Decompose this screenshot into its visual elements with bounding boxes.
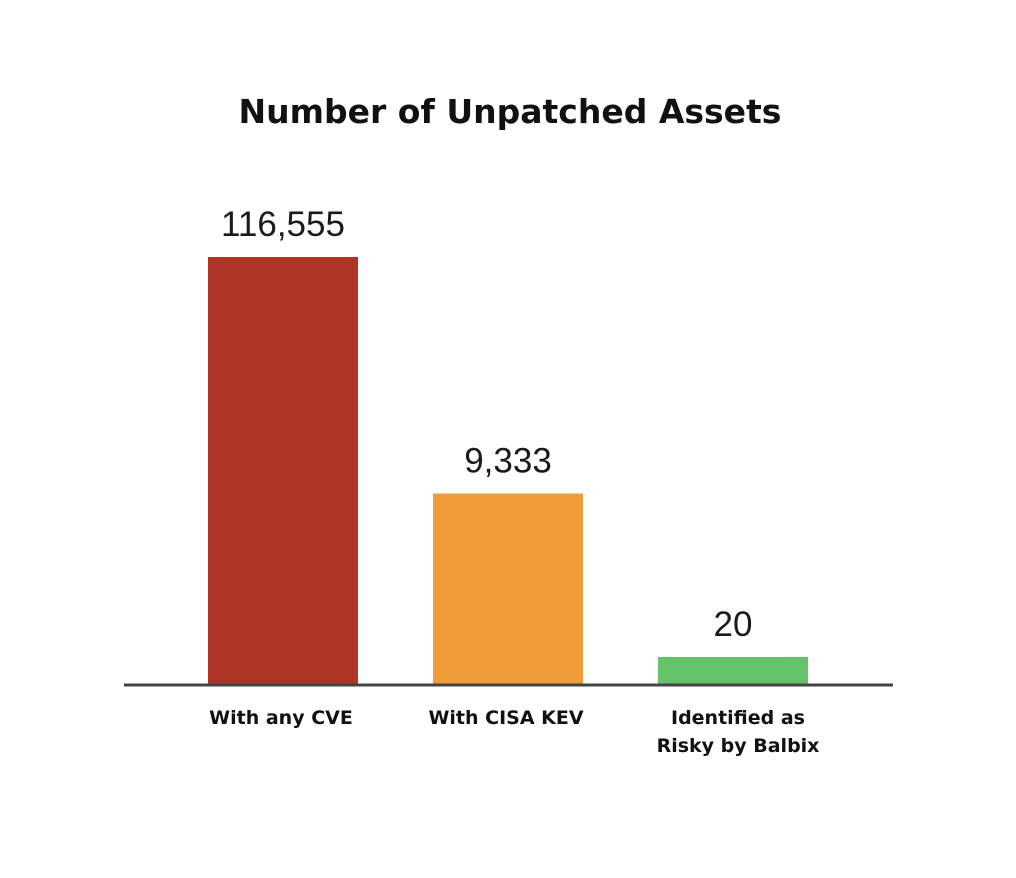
x-tick-label-3-line-1: Identified as <box>671 707 805 729</box>
x-tick-label-3-line-2: Risky by Balbix <box>657 735 820 757</box>
bar-3 <box>658 657 808 685</box>
bar-1 <box>208 257 358 685</box>
x-tick-label-2: With CISA KEV <box>428 707 583 729</box>
data-label-1: 116,555 <box>221 205 345 244</box>
x-tick-label-1: With any CVE <box>209 707 353 729</box>
labels-layer: 116,555 With any CVE 9,333 With CISA KEV 20 I… <box>209 205 819 757</box>
bar-2 <box>433 493 583 685</box>
data-label-2: 9,333 <box>464 442 552 481</box>
bars-layer <box>208 257 808 685</box>
data-label-3: 20 <box>714 605 753 644</box>
chart-title: Number of Unpatched Assets <box>239 92 782 131</box>
